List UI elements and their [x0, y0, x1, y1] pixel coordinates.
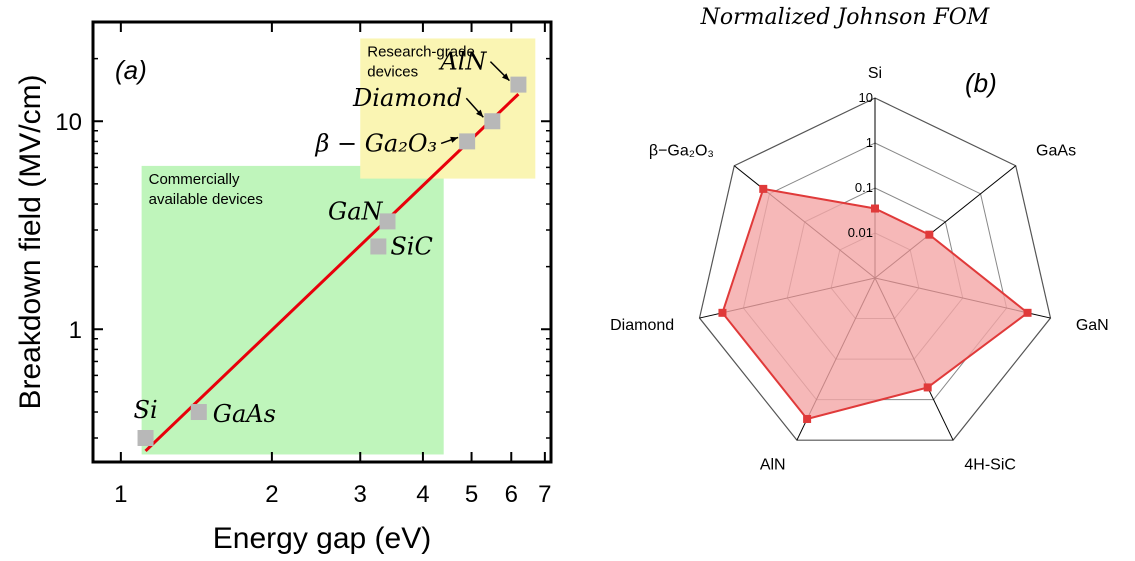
- radar-tick-label-0.01: 0.01: [848, 225, 873, 240]
- point-ga-o: [459, 133, 476, 150]
- point-label-gan: GaN: [328, 197, 383, 225]
- radar-point-aln: [803, 414, 812, 423]
- radar-axis-labels: Si GaAs GaN 4H-SiC AlN Diamond β−Ga₂O₃: [610, 65, 1109, 474]
- radar-points: [718, 184, 1032, 423]
- arrowhead-ga-o: [450, 136, 459, 143]
- radar-axis-label-gan: GaN: [1076, 317, 1109, 334]
- radar-axis-label-4h-sic: 4H-SiC: [964, 457, 1016, 474]
- point-diamond: [484, 113, 501, 130]
- radar-tick-label-1: 1: [866, 135, 873, 150]
- point-sic: [370, 238, 387, 255]
- data-points: [137, 76, 527, 446]
- point-label-si: Si: [134, 396, 158, 424]
- point-gaas: [190, 404, 207, 421]
- radar-point-ga-o: [759, 184, 768, 193]
- region-label-research: Research-grade devices: [367, 43, 475, 80]
- region-label-commercial: Commercially available devices: [149, 171, 263, 208]
- arrowhead-diamond: [476, 109, 484, 118]
- point-label-sic: SiC: [390, 232, 432, 260]
- point-si: [137, 429, 154, 446]
- radar-point-diamond: [718, 308, 727, 317]
- x-tick-label-7: 7: [538, 481, 551, 508]
- point-label-gaas: GaAs: [213, 400, 276, 428]
- panel-b-johnson-fom-radar: Normalized Johnson FOM 0.01 0.1 1 10 Si GaAs…: [610, 5, 1109, 474]
- radar-title: Normalized Johnson FOM: [700, 5, 990, 30]
- point-gan: [379, 213, 396, 230]
- label-arrows: [440, 61, 510, 145]
- radar-point-gan: [1023, 308, 1032, 317]
- radar-series-area: [721, 187, 1030, 421]
- radar-tick-label-0.1: 0.1: [855, 180, 873, 195]
- arrowhead-aln: [502, 73, 510, 81]
- tick-marks: [93, 22, 551, 462]
- x-tick-label-5: 5: [465, 481, 478, 508]
- radar-point-si: [871, 204, 879, 213]
- radar-tick-labels: 0.01 0.1 1 10: [848, 90, 873, 240]
- y-axis-title: Breakdown field (MV/cm): [14, 74, 47, 409]
- radar-tick-label-10: 10: [859, 90, 873, 105]
- panel-a-breakdown-vs-gap: Commercially available devices Research-gr…: [14, 20, 553, 555]
- region-research-grade: [360, 38, 536, 179]
- point-label-ga-o: β − Ga₂O₃: [315, 129, 438, 157]
- plot-frame: [91, 20, 553, 464]
- point-aln: [510, 76, 527, 93]
- radar-ring-10: [698, 97, 1052, 441]
- x-axis-title: Energy gap (eV): [213, 522, 431, 555]
- radar-axis-label-diamond: Diamond: [610, 317, 674, 334]
- radar-axis-label-aln: AlN: [760, 457, 786, 474]
- fit-line: [144, 93, 520, 453]
- radar-axis-label-ga-o: β−Ga₂O₃: [649, 143, 714, 160]
- regions-layer: Commercially available devices Research-gr…: [141, 38, 536, 455]
- x-tick-label-2: 2: [265, 481, 278, 508]
- panel-label-a: (a): [115, 55, 147, 85]
- x-tick-label-3: 3: [354, 481, 367, 508]
- radar-point-gaas: [925, 230, 934, 239]
- y-tick-label-1: 1: [69, 317, 82, 344]
- x-tick-label-1: 1: [114, 481, 127, 508]
- radar-axis-label-si: Si: [868, 65, 882, 82]
- point-label-diamond: Diamond: [352, 84, 462, 112]
- radar-axis-label-gaas: GaAs: [1036, 143, 1076, 160]
- x-tick-label-6: 6: [505, 481, 518, 508]
- x-tick-label-4: 4: [416, 481, 429, 508]
- y-tick-label-10: 10: [55, 109, 82, 136]
- panel-label-b: (b): [965, 68, 997, 98]
- radar-point-4h-sic: [923, 383, 932, 392]
- point-label-aln: AlN: [438, 48, 487, 76]
- tick-labels: 1 2 3 4 5 6 7 1 10: [55, 109, 551, 508]
